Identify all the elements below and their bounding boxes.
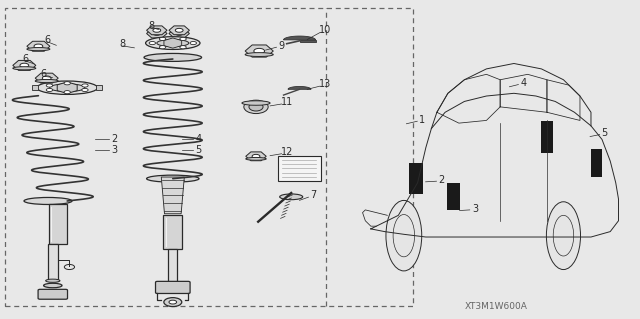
Ellipse shape [45, 279, 60, 282]
Circle shape [20, 63, 29, 68]
Ellipse shape [35, 79, 58, 83]
Circle shape [252, 154, 260, 158]
Circle shape [42, 76, 51, 80]
Bar [168, 249, 177, 282]
Circle shape [34, 44, 43, 48]
Circle shape [180, 37, 186, 41]
Polygon shape [284, 36, 316, 40]
Ellipse shape [44, 283, 62, 288]
Text: 4: 4 [520, 78, 527, 88]
Ellipse shape [244, 100, 268, 114]
Text: 13: 13 [319, 79, 332, 89]
Text: 5: 5 [602, 128, 608, 138]
Circle shape [153, 32, 161, 35]
Polygon shape [161, 177, 184, 214]
Ellipse shape [146, 37, 200, 49]
Text: 4: 4 [195, 134, 202, 144]
Ellipse shape [245, 53, 273, 56]
Text: 6: 6 [22, 54, 29, 64]
Polygon shape [300, 40, 316, 42]
Ellipse shape [157, 40, 189, 47]
Circle shape [164, 298, 182, 307]
Text: 2: 2 [111, 134, 117, 144]
Circle shape [175, 28, 183, 32]
Ellipse shape [13, 67, 36, 70]
Ellipse shape [280, 194, 303, 200]
Circle shape [64, 82, 70, 85]
FancyBboxPatch shape [38, 289, 67, 299]
Bar [163, 215, 182, 249]
Text: 2: 2 [438, 175, 445, 185]
Text: 7: 7 [310, 190, 317, 200]
Text: 12: 12 [280, 147, 293, 157]
Ellipse shape [37, 81, 97, 94]
Ellipse shape [249, 103, 263, 111]
Circle shape [159, 46, 166, 49]
Polygon shape [288, 86, 311, 89]
FancyBboxPatch shape [278, 156, 321, 181]
Circle shape [64, 91, 70, 94]
Circle shape [46, 84, 52, 87]
Text: 11: 11 [280, 97, 293, 107]
Text: 6: 6 [44, 35, 51, 45]
Bar [541, 121, 554, 153]
FancyBboxPatch shape [156, 281, 190, 293]
Circle shape [190, 41, 196, 45]
Ellipse shape [246, 158, 266, 160]
Text: 8: 8 [148, 20, 155, 31]
Text: XT3M1W600A: XT3M1W600A [465, 302, 527, 311]
Circle shape [153, 28, 161, 32]
Ellipse shape [386, 200, 422, 271]
Text: 9: 9 [278, 41, 285, 51]
Circle shape [149, 41, 156, 45]
Text: 10: 10 [319, 25, 332, 35]
Ellipse shape [144, 54, 202, 62]
Circle shape [46, 88, 52, 92]
Circle shape [169, 300, 177, 304]
Ellipse shape [50, 84, 85, 92]
Bar [591, 149, 602, 177]
Text: 5: 5 [195, 145, 202, 155]
Circle shape [82, 88, 88, 92]
Circle shape [180, 46, 186, 49]
Bar [49, 204, 67, 244]
Bar [5, 8, 413, 306]
Polygon shape [32, 85, 38, 90]
Circle shape [159, 37, 166, 41]
Text: 3: 3 [111, 145, 117, 155]
Polygon shape [96, 85, 102, 90]
Bar [409, 163, 423, 194]
Ellipse shape [27, 48, 50, 51]
Text: 1: 1 [419, 115, 426, 125]
Bar [447, 183, 460, 210]
Text: 3: 3 [472, 204, 478, 214]
Ellipse shape [242, 101, 270, 105]
Circle shape [254, 48, 264, 54]
Circle shape [82, 84, 88, 87]
Bar [47, 244, 58, 281]
Text: 8: 8 [120, 39, 126, 49]
Ellipse shape [147, 175, 199, 182]
Text: 6: 6 [40, 69, 47, 79]
Circle shape [175, 32, 183, 35]
Ellipse shape [24, 197, 72, 204]
Ellipse shape [547, 202, 580, 270]
